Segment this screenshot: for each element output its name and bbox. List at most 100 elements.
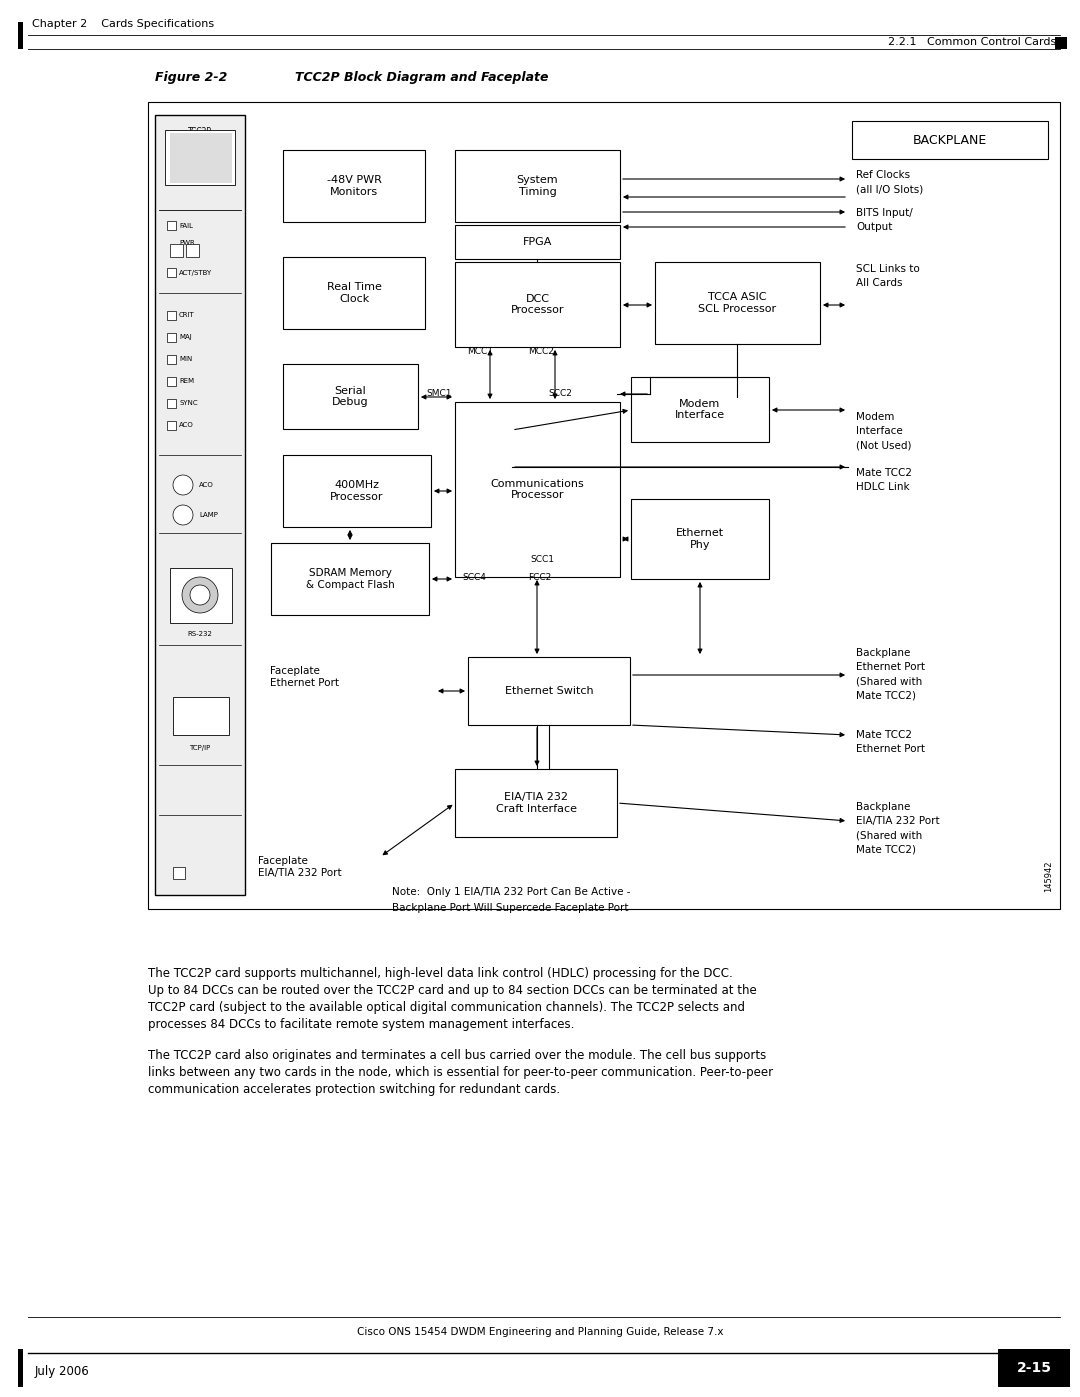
Text: Output: Output	[856, 222, 892, 232]
Bar	[1055, 36, 1067, 49]
Bar	[283, 149, 426, 222]
Text: 145942: 145942	[1044, 861, 1053, 893]
Bar	[173, 868, 185, 879]
Text: Ethernet Port: Ethernet Port	[856, 662, 924, 672]
Text: 2-15: 2-15	[1016, 1361, 1052, 1375]
Text: Mate TCC2): Mate TCC2)	[856, 844, 916, 854]
Bar	[173, 697, 229, 735]
Circle shape	[173, 475, 193, 495]
Bar	[170, 244, 183, 257]
Text: Bus: Bus	[681, 414, 701, 425]
Text: SCL Links to: SCL Links to	[856, 264, 920, 274]
Bar	[271, 543, 429, 615]
Circle shape	[190, 585, 210, 605]
Text: Cisco ONS 15454 DWDM Engineering and Planning Guide, Release 7.x: Cisco ONS 15454 DWDM Engineering and Pla…	[356, 1327, 724, 1337]
Text: Faceplate
EIA/TIA 232 Port: Faceplate EIA/TIA 232 Port	[258, 856, 341, 877]
Text: MAJ: MAJ	[179, 334, 192, 339]
Text: ACO: ACO	[179, 422, 193, 427]
Text: Ethernet
Phy: Ethernet Phy	[676, 528, 724, 550]
Text: communication accelerates protection switching for redundant cards.: communication accelerates protection swi…	[148, 1083, 561, 1097]
Text: HDLC: HDLC	[680, 381, 708, 393]
Text: EIA/TIA 232
Craft Interface: EIA/TIA 232 Craft Interface	[496, 792, 577, 814]
Bar	[170, 133, 232, 183]
Text: DCC
Processor: DCC Processor	[511, 293, 564, 316]
Text: The TCC2P card also originates and terminates a cell bus carried over the module: The TCC2P card also originates and termi…	[148, 1049, 766, 1062]
Text: TCC2P: TCC2P	[188, 127, 212, 136]
Text: Backplane Port Will Supercede Faceplate Port: Backplane Port Will Supercede Faceplate …	[392, 902, 629, 914]
Text: BITS Input/: BITS Input/	[856, 208, 913, 218]
Text: Up to 84 DCCs can be routed over the TCC2P card and up to 84 section DCCs can be: Up to 84 DCCs can be routed over the TCC…	[148, 983, 757, 997]
Bar	[167, 400, 176, 408]
Text: SDRAM Memory
& Compact Flash: SDRAM Memory & Compact Flash	[306, 569, 394, 590]
Text: CRIT: CRIT	[179, 312, 194, 319]
Bar	[167, 355, 176, 365]
Bar	[186, 244, 199, 257]
Text: SCC4: SCC4	[462, 573, 486, 581]
Text: HDLC Link: HDLC Link	[856, 482, 909, 492]
Bar	[631, 377, 769, 441]
Text: TCCA ASIC
SCL Processor: TCCA ASIC SCL Processor	[699, 292, 777, 314]
Text: SYNC: SYNC	[179, 400, 198, 407]
Text: Faceplate
Ethernet Port: Faceplate Ethernet Port	[270, 666, 339, 687]
Text: Note:  Only 1 EIA/TIA 232 Port Can Be Active -: Note: Only 1 EIA/TIA 232 Port Can Be Act…	[392, 887, 631, 897]
Text: -48V PWR
Monitors: -48V PWR Monitors	[326, 175, 381, 197]
Text: Real Time
Clock: Real Time Clock	[326, 282, 381, 303]
Text: TCC2P Block Diagram and Faceplate: TCC2P Block Diagram and Faceplate	[295, 70, 549, 84]
Text: EIA/TIA 232 Port: EIA/TIA 232 Port	[856, 816, 940, 826]
Text: Ref Clocks: Ref Clocks	[856, 170, 910, 180]
Text: All Cards: All Cards	[856, 278, 903, 288]
Text: Chapter 2    Cards Specifications: Chapter 2 Cards Specifications	[32, 20, 214, 29]
Bar	[18, 24, 23, 49]
Text: Ethernet Switch: Ethernet Switch	[504, 686, 593, 696]
Text: TCP/IP: TCP/IP	[189, 745, 211, 752]
Text: SCC2: SCC2	[548, 390, 572, 398]
Text: processes 84 DCCs to facilitate remote system management interfaces.: processes 84 DCCs to facilitate remote s…	[148, 1018, 575, 1031]
Bar	[167, 377, 176, 386]
Bar	[167, 268, 176, 277]
Text: FCC2: FCC2	[528, 573, 551, 581]
Bar	[167, 312, 176, 320]
Text: The TCC2P card supports multichannel, high-level data link control (HDLC) proces: The TCC2P card supports multichannel, hi…	[148, 967, 732, 981]
Text: (Not Used): (Not Used)	[856, 440, 912, 450]
Text: July 2006: July 2006	[35, 1365, 90, 1377]
Bar	[455, 149, 620, 222]
Text: Mate TCC2): Mate TCC2)	[856, 690, 916, 700]
Text: MCC1: MCC1	[467, 346, 492, 355]
Text: SCC3: SCC3	[488, 427, 512, 436]
Bar	[167, 221, 176, 231]
Text: 400MHz
Processor: 400MHz Processor	[330, 481, 383, 502]
Text: MCC2: MCC2	[528, 346, 554, 355]
Text: Backplane: Backplane	[856, 802, 910, 812]
Circle shape	[183, 577, 218, 613]
Text: (Shared with: (Shared with	[856, 676, 922, 686]
Bar	[148, 102, 1059, 909]
Bar	[852, 122, 1048, 159]
Text: MIN: MIN	[179, 356, 192, 362]
Text: ACO: ACO	[199, 482, 214, 488]
Text: ACT/STBY: ACT/STBY	[179, 270, 213, 277]
Bar	[165, 130, 235, 184]
Text: Modem
Interface: Modem Interface	[675, 398, 725, 420]
Text: FAIL: FAIL	[179, 224, 193, 229]
Bar	[631, 499, 769, 578]
Text: Communications
Processor: Communications Processor	[490, 479, 584, 500]
Bar	[468, 657, 630, 725]
Bar	[455, 402, 620, 577]
Text: Figure 2-2: Figure 2-2	[156, 70, 228, 84]
Bar	[170, 569, 232, 623]
Bar	[18, 22, 23, 49]
Bar	[167, 332, 176, 342]
Bar	[455, 768, 617, 837]
Bar	[283, 257, 426, 330]
Text: Backplane: Backplane	[856, 648, 910, 658]
Text: TCC2P card (subject to the available optical digital communication channels). Th: TCC2P card (subject to the available opt…	[148, 1002, 745, 1014]
Text: System
Timing: System Timing	[516, 175, 558, 197]
Text: Serial
Debug: Serial Debug	[333, 386, 368, 408]
Text: SCC1: SCC1	[530, 555, 554, 563]
Text: links between any two cards in the node, which is essential for peer-to-peer com: links between any two cards in the node,…	[148, 1066, 773, 1078]
Text: REM: REM	[179, 379, 194, 384]
Bar	[156, 115, 245, 895]
Text: RS-232: RS-232	[188, 631, 213, 637]
Text: SMC1: SMC1	[426, 390, 451, 398]
Text: Ethernet Port: Ethernet Port	[856, 745, 924, 754]
